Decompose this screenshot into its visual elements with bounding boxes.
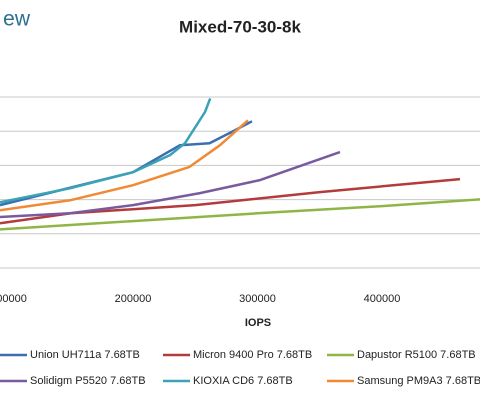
legend-label: Solidigm P5520 7.68TB (30, 375, 146, 387)
line (0, 150, 341, 219)
legend-label: KIOXIA CD6 7.68TB (193, 375, 293, 387)
legend-label: Micron 9400 Pro 7.68TB (193, 349, 312, 361)
line (0, 119, 249, 212)
line (0, 198, 480, 231)
x-axis-label: IOPS (245, 317, 271, 329)
logo: ew (3, 8, 31, 31)
chart-title: Mixed-70-30-8k (179, 17, 301, 36)
line (0, 177, 461, 225)
x-tick-label: 100000 (0, 293, 27, 305)
x-tick-label: 400000 (364, 293, 401, 305)
line (0, 97, 212, 204)
legend-label: Union UH711a 7.68TB (30, 349, 140, 361)
x-tick-label: 300000 (239, 293, 276, 305)
legend-label: Samsung PM9A3 7.68TB (357, 375, 480, 387)
x-tick-label: 200000 (115, 293, 152, 305)
legend-label: Dapustor R5100 7.68TB (357, 349, 476, 361)
line (0, 120, 253, 207)
